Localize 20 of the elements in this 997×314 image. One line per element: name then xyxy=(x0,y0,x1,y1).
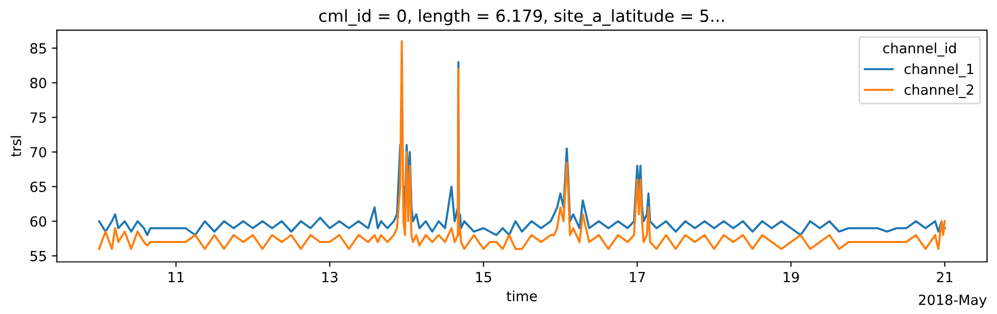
x-tick-label: 19 xyxy=(784,272,799,282)
legend-title: channel_id xyxy=(883,42,956,56)
y-tick-label: 55 xyxy=(30,251,46,262)
x-tick-label: 13 xyxy=(322,272,338,282)
y-tick-label: 85 xyxy=(30,43,46,54)
y-axis-title: trsl xyxy=(10,136,22,157)
x-tick-label: 15 xyxy=(476,272,492,282)
legend-label: channel_1 xyxy=(904,63,974,78)
x-tick-label: 11 xyxy=(168,272,184,282)
y-tick-label: 65 xyxy=(30,182,46,192)
x-tick-label: 21 xyxy=(936,272,952,282)
text: 2018-May xyxy=(918,294,987,308)
y-tick-label: 70 xyxy=(30,146,46,158)
y-tick-label: 80 xyxy=(30,78,46,88)
y-tick-label: 75 xyxy=(30,112,46,123)
x-tick-label: 17 xyxy=(630,272,645,282)
chart-title: cml_id = 0, length = 6.179, site_a_latitude = 5... xyxy=(319,9,724,26)
x-axis-title: time xyxy=(506,290,537,302)
y-tick-label: 60 xyxy=(30,216,46,227)
legend-label: channel_2 xyxy=(904,84,974,98)
